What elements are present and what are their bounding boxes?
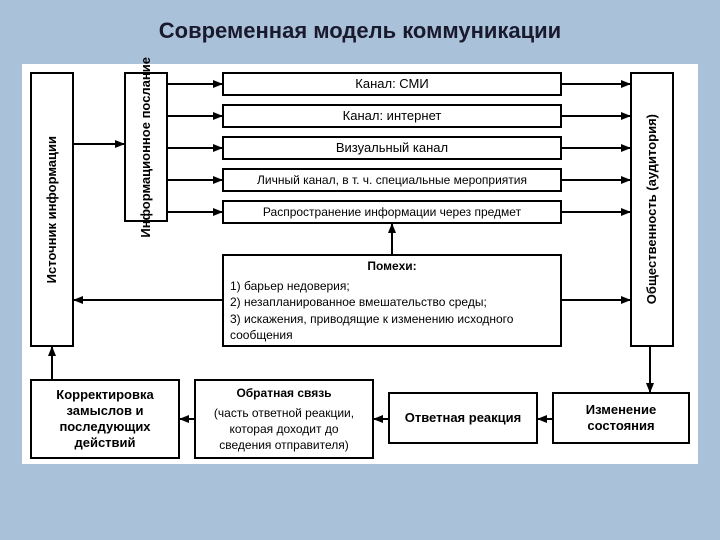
node-noise: Помехи: 1) барьер недоверия; 2) незаплан… bbox=[222, 254, 562, 347]
diagram-canvas: Источник информации Информационное посла… bbox=[22, 64, 698, 464]
node-feedback-content: Обратная связь (часть ответной реакции, … bbox=[202, 385, 366, 454]
node-noise-content: Помехи: 1) барьер недоверия; 2) незаплан… bbox=[230, 258, 554, 343]
node-correction: Корректировка замыслов и последующих дей… bbox=[30, 379, 180, 459]
node-audience: Общественность (аудитория) bbox=[630, 72, 674, 347]
node-channel-smi: Канал: СМИ bbox=[222, 72, 562, 96]
node-source: Источник информации bbox=[30, 72, 74, 347]
node-channel-object: Распространение информации через предмет bbox=[222, 200, 562, 224]
node-channel-internet: Канал: интернет bbox=[222, 104, 562, 128]
node-feedback: Обратная связь (часть ответной реакции, … bbox=[194, 379, 374, 459]
node-audience-label: Общественность (аудитория) bbox=[644, 114, 660, 304]
node-message-label: Информационное послание bbox=[138, 57, 154, 238]
node-channel-visual: Визуальный канал bbox=[222, 136, 562, 160]
node-source-label: Источник информации bbox=[44, 136, 60, 283]
node-state-change: Изменение состояния bbox=[552, 392, 690, 444]
node-response: Ответная реакция bbox=[388, 392, 538, 444]
node-message: Информационное послание bbox=[124, 72, 168, 222]
node-channel-personal: Личный канал, в т. ч. специальные меропр… bbox=[222, 168, 562, 192]
page-title: Современная модель коммуникации bbox=[0, 18, 720, 44]
